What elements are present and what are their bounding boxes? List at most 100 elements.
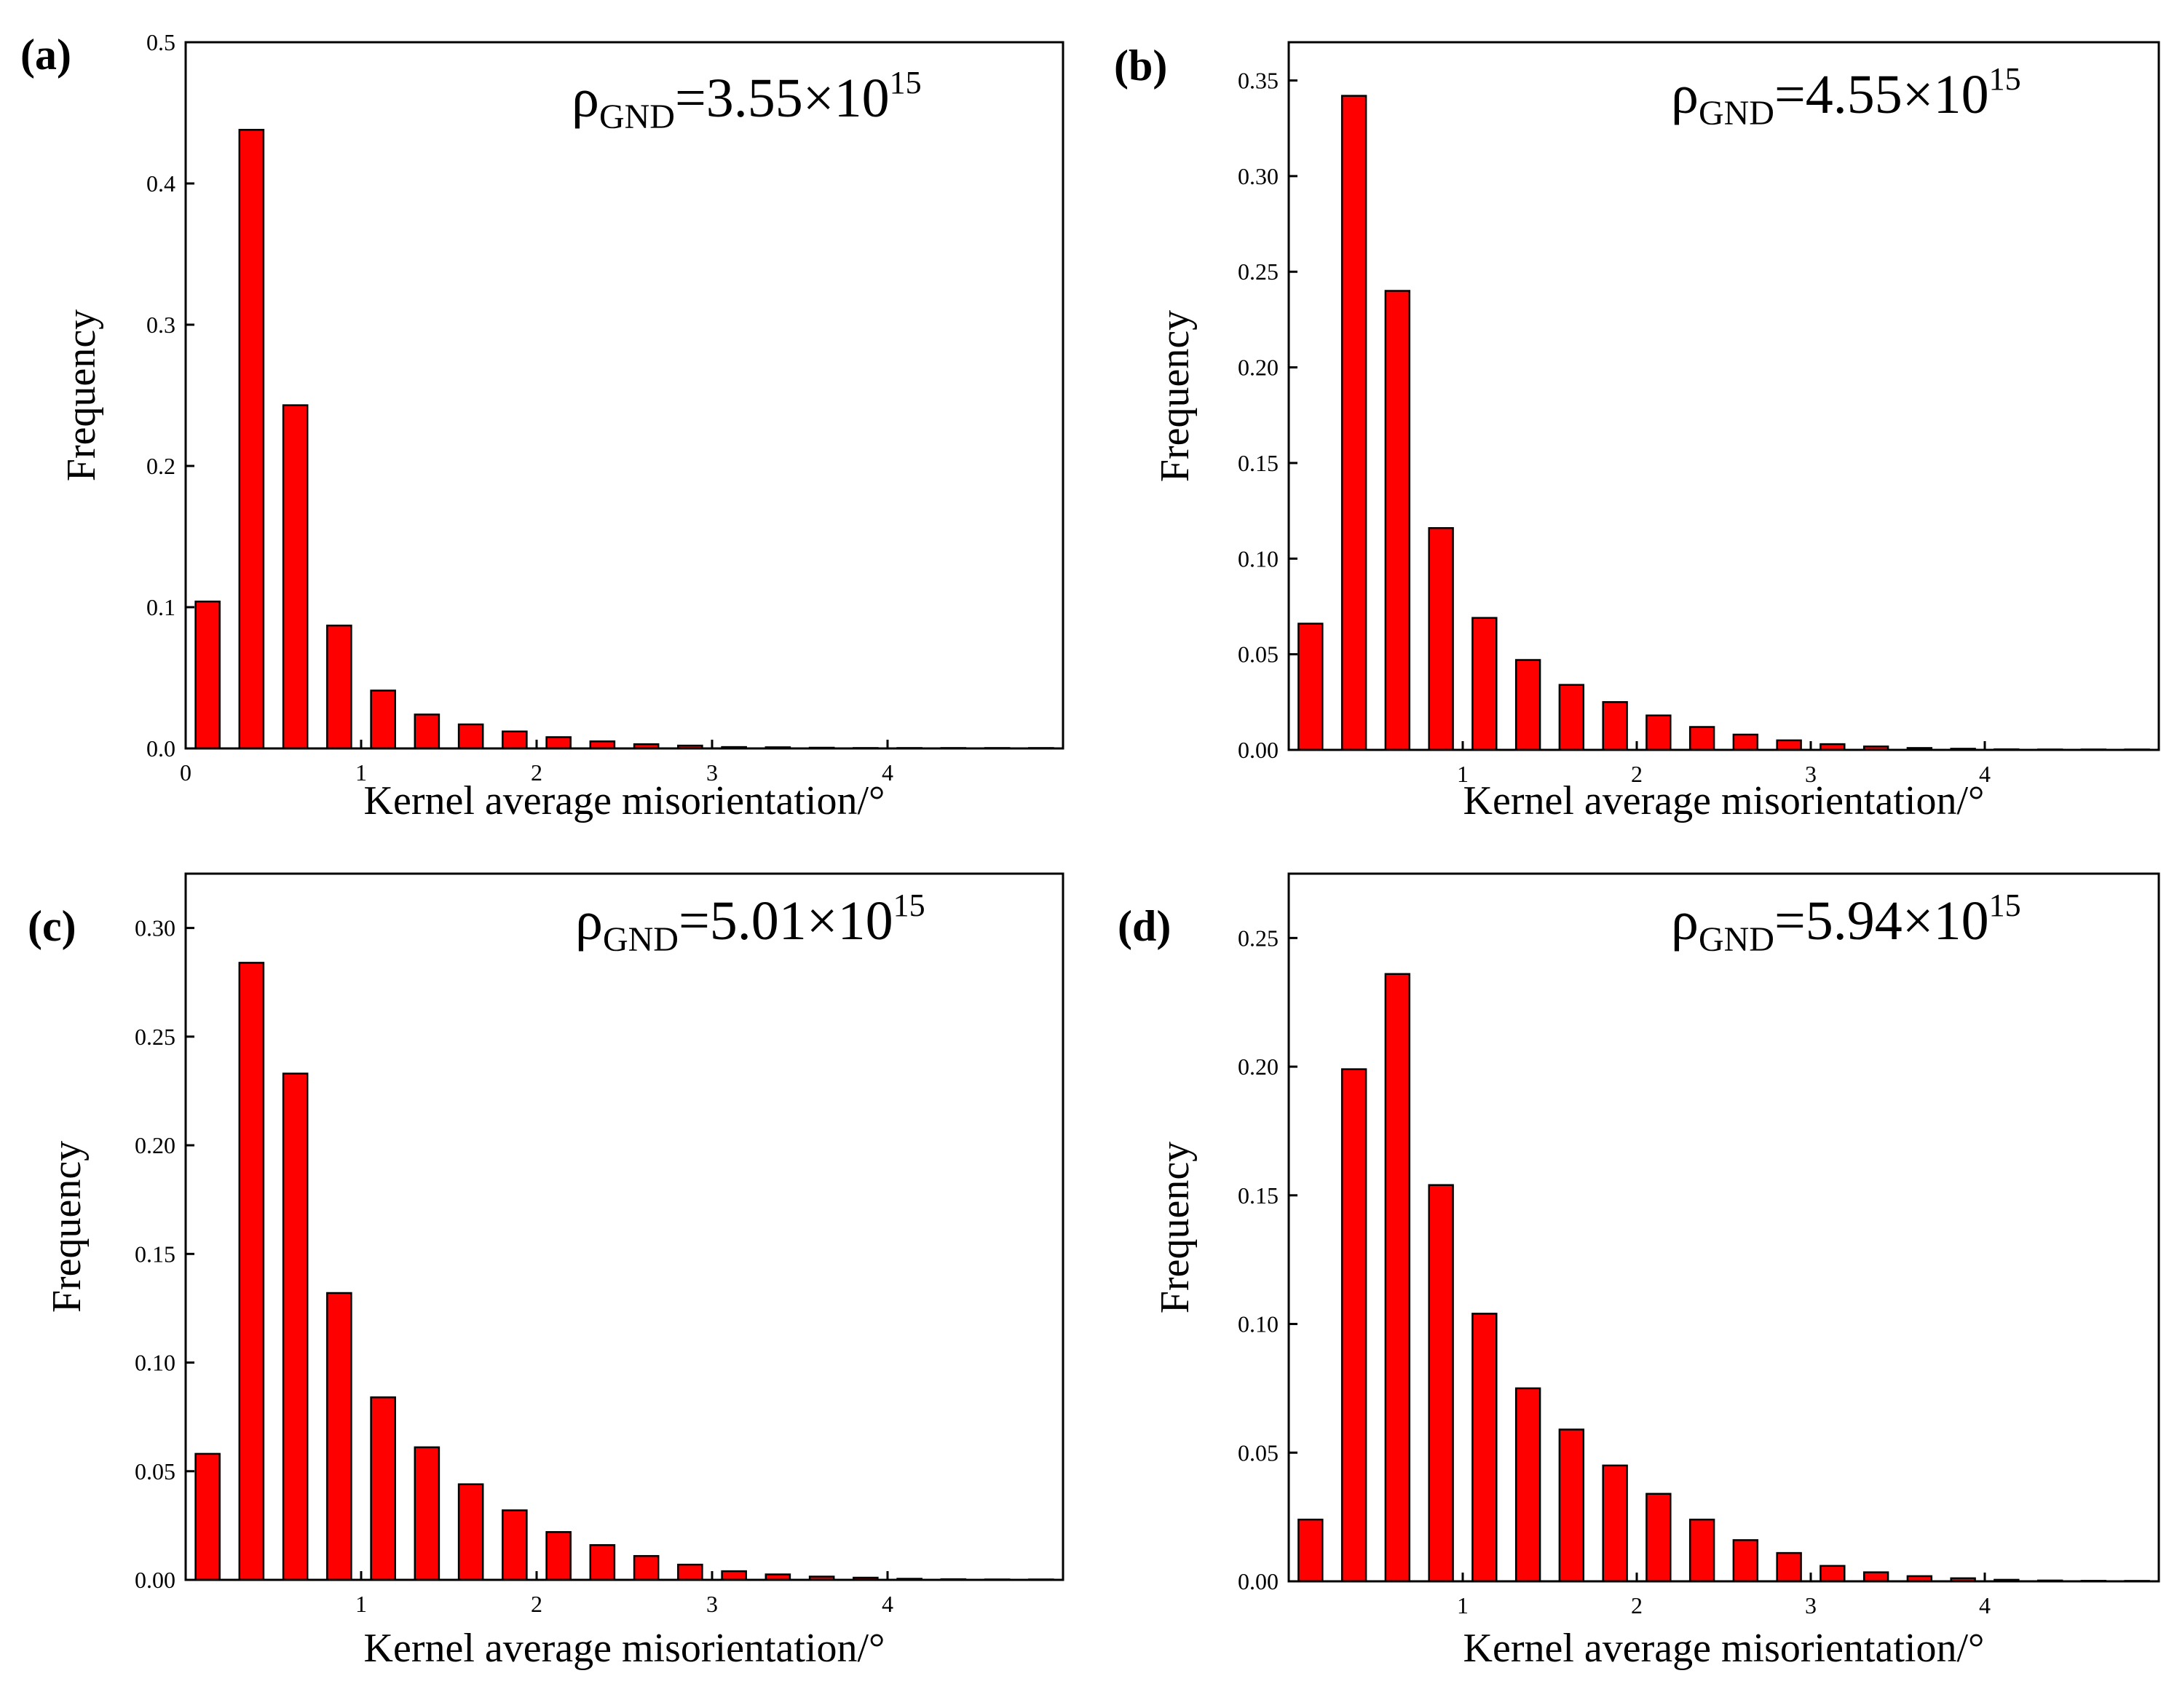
rho-gnd-annotation: ρGND=5.01×1015 [575,887,925,959]
bar [326,1292,352,1581]
bar [1732,1539,1759,1583]
rho-value: =3.55×10 [675,68,890,129]
bar [1384,290,1411,751]
bar [1514,659,1541,751]
x-axis-label: Kernel average misorientation/° [1463,1626,1985,1671]
panel-b: 0.00 0.05 0.10 0.15 0.20 0.25 0.30 0.35 1 2 3 4Kern… [1114,41,2160,823]
rho-value: =5.01×10 [679,890,893,952]
rho-value: =4.55×10 [1774,64,1989,125]
rho-gnd-annotation: ρGND=4.55×1015 [1671,61,2021,133]
bar [1645,1492,1672,1583]
y-tick-label: 0.10 [135,1350,175,1376]
bar [282,1072,309,1581]
y-tick-label: 0.20 [1238,1053,1279,1080]
y-tick-label: 0.00 [1238,1568,1279,1594]
rho-exponent: 15 [1989,61,2021,97]
y-tick-label: 0.20 [1238,355,1279,381]
y-tick-label: 0.35 [1238,68,1279,94]
bar [502,1509,528,1581]
bar [1558,1428,1585,1583]
rho-symbol: ρ [575,890,603,952]
y-tick-label: 0.0 [146,735,175,762]
bar [1776,739,1802,751]
bar [1862,1571,1889,1583]
rho-subscript: GND [1699,94,1774,133]
rho-subscript: GND [599,98,675,136]
bar [1340,1068,1367,1583]
y-tick-label: 0.15 [1238,450,1279,476]
x-tick-label: 2 [531,759,542,786]
panel-c: 0.00 0.05 0.10 0.15 0.20 0.25 0.30 1 2 3 4 Kernel a… [28,872,1064,1671]
y-axis-label: Frequency [59,309,104,481]
rho-exponent: 15 [890,65,922,100]
x-tick-label: 1 [355,759,367,786]
bar [589,1543,616,1581]
bar [1558,684,1585,751]
y-tick-label: 0.3 [146,312,175,338]
y-tick-label: 0.00 [1238,737,1279,763]
x-tick-label: 2 [1631,1592,1643,1618]
bar [1602,701,1628,751]
bar [1297,1518,1324,1583]
rho-gnd-annotation: ρGND=3.55×1015 [572,65,922,136]
rho-symbol: ρ [1671,890,1699,952]
y-tick-label: 0.5 [146,29,175,55]
y-tick-label: 0.10 [1238,545,1279,572]
y-tick-label: 0.2 [146,453,175,479]
panel-label: (d) [1118,902,1171,950]
bar [414,713,440,750]
bar [1514,1387,1541,1583]
bar [677,1563,703,1581]
x-tick-label: 3 [706,759,718,786]
rho-gnd-annotation: ρGND=5.94×1015 [1671,887,2021,959]
x-tick-label: 2 [1631,761,1643,787]
y-tick-label: 0.25 [1238,925,1279,951]
rho-symbol: ρ [572,68,599,129]
y-tick-label: 0.25 [135,1024,175,1050]
x-tick-label: 4 [882,759,893,786]
bar [326,624,352,750]
x-tick-label: 3 [706,1591,718,1617]
bar [1776,1551,1802,1583]
bar [282,404,309,750]
bar [457,723,484,750]
plot-frame [184,872,1064,1581]
plot-frame [1287,41,2160,751]
bar [238,129,265,750]
panel-label: (b) [1114,41,1167,90]
y-tick-label: 0.30 [135,915,175,941]
y-tick-label: 0.4 [146,170,175,197]
bar [1428,1184,1454,1583]
x-tick-label: 4 [1979,761,1991,787]
bar [1602,1464,1628,1583]
bar [370,1396,396,1581]
bar [1645,714,1672,751]
y-tick-label: 0.20 [135,1132,175,1158]
bar [1384,973,1411,1583]
y-axis-label: Frequency [1153,310,1198,482]
y-tick-label: 0.05 [135,1458,175,1484]
x-tick-label: 4 [1979,1592,1991,1618]
y-tick-label: 0.1 [146,594,175,620]
x-tick-label: 3 [1805,761,1817,787]
x-tick-label: 1 [1457,761,1469,787]
panel-label: (a) [20,31,71,79]
bar [633,1554,660,1581]
y-axis-label: Frequency [44,1141,90,1313]
y-axis-label: Frequency [1153,1142,1198,1313]
bar [502,730,528,750]
y-tick-label: 0.15 [1238,1182,1279,1209]
bar [194,600,221,750]
bar [1471,1313,1498,1583]
y-tick-label: 0.00 [135,1567,175,1593]
x-tick-label: 1 [1457,1592,1469,1618]
rho-subscript: GND [603,920,679,959]
plot-frame [1287,872,2160,1583]
panel-d: 0.00 0.05 0.10 0.15 0.20 0.25 1 2 3 4 Kernel avera… [1118,872,2160,1671]
rho-symbol: ρ [1671,64,1699,125]
bar [194,1452,221,1581]
x-tick-label: 3 [1805,1592,1817,1618]
y-tick-label: 0.25 [1238,258,1279,285]
y-tick-label: 0.05 [1238,1439,1279,1466]
